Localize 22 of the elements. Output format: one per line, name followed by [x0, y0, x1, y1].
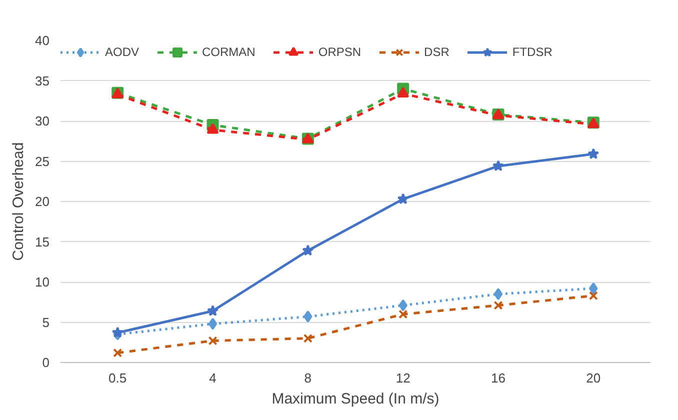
x-axis-title: Maximum Speed (In m/s)	[272, 390, 440, 408]
y-tick-label: 0	[42, 355, 50, 370]
y-tick-label: 40	[35, 33, 50, 48]
y-tick-label: 5	[42, 314, 50, 330]
y-tick-label: 15	[35, 234, 50, 250]
x-tick-label: 8	[304, 370, 312, 386]
x-tick-label: 0.5	[108, 370, 127, 386]
y-tick-label: 30	[35, 114, 50, 128]
x-tick-label: 4	[209, 370, 216, 386]
legend-label: DSR	[424, 45, 450, 59]
legend-label: AODV	[105, 45, 140, 59]
x-tick-label: 12	[396, 370, 410, 386]
legend-label: ORPSN	[318, 45, 362, 59]
y-tick-label: 35	[35, 73, 50, 88]
y-axis-title: Control Overhead	[10, 142, 28, 261]
legend-label: FTDSR	[512, 45, 552, 59]
y-tick-label: 25	[35, 154, 50, 169]
x-tick-label: 20	[586, 370, 601, 386]
y-tick-label: 20	[35, 194, 50, 209]
legend-label: CORMAN	[202, 45, 256, 59]
y-tick-label: 10	[35, 274, 50, 290]
x-tick-label: 16	[491, 370, 506, 386]
